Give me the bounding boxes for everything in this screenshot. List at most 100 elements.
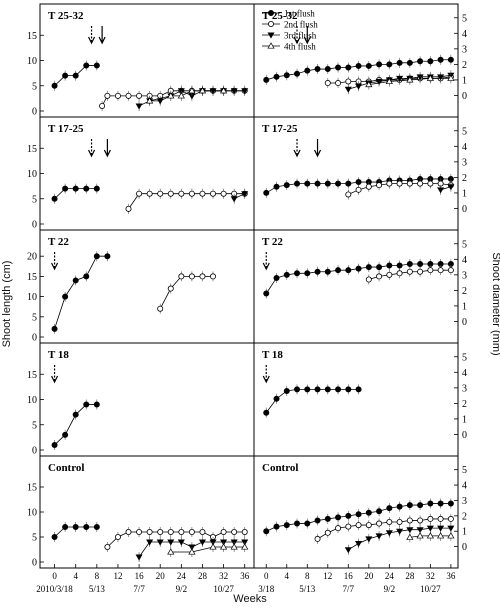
panel-label: T 22 xyxy=(262,236,283,248)
y-tick-label: 3 xyxy=(462,383,467,394)
x-tick-label: 12 xyxy=(323,571,332,581)
y-tick-label: 2 xyxy=(462,173,467,184)
marker-filled-circle xyxy=(365,509,372,516)
y-tick-label: 3 xyxy=(462,496,467,507)
marker-open-circle xyxy=(104,92,111,99)
flush-arrow-head xyxy=(98,36,106,45)
marker-filled-circle xyxy=(62,293,69,300)
marker-filled-circle xyxy=(396,503,403,510)
marker-open-circle xyxy=(267,20,274,27)
marker-filled-circle xyxy=(304,386,311,393)
y-tick-label: 0 xyxy=(32,333,37,344)
marker-filled-circle xyxy=(324,268,331,275)
series-line xyxy=(265,388,359,413)
marker-filled-triangle-down xyxy=(156,539,164,546)
marker-filled-circle xyxy=(51,441,58,448)
legend-label: 1st flush xyxy=(284,9,315,19)
marker-open-circle xyxy=(324,529,331,536)
marker-open-triangle-up xyxy=(437,532,445,539)
y-tick-label: 5 xyxy=(32,312,37,323)
date-label: 9/2 xyxy=(384,584,396,594)
y-tick-label: 15 xyxy=(27,144,37,155)
panel-label: T 25-32 xyxy=(48,10,84,22)
y-tick-label: 5 xyxy=(462,126,467,137)
legend-entry: 3rd flush xyxy=(262,31,317,41)
marker-filled-circle xyxy=(283,72,290,79)
marker-filled-triangle-down xyxy=(437,74,445,81)
marker-filled-circle xyxy=(417,502,424,509)
marker-filled-circle xyxy=(355,179,362,186)
marker-open-triangle-up xyxy=(230,543,238,550)
x-tick-label: 0 xyxy=(52,571,57,581)
panel-control-diameter: 0 1 2 3 4 5 Control xyxy=(262,462,467,555)
flush-arrow-head xyxy=(293,149,301,158)
figure-frame xyxy=(39,3,459,569)
marker-open-triangle-up xyxy=(416,532,424,539)
marker-filled-circle xyxy=(273,274,280,281)
marker-filled-triangle-down xyxy=(396,528,404,535)
marker-filled-triangle-down xyxy=(267,32,275,39)
panel-label: T 22 xyxy=(48,236,69,248)
x-tick-label: 4 xyxy=(73,571,78,581)
series-1st-flush xyxy=(51,399,100,450)
marker-open-circle xyxy=(157,305,164,312)
series-2nd-flush xyxy=(314,513,454,544)
marker-filled-circle xyxy=(273,395,280,402)
marker-open-circle xyxy=(376,520,383,527)
marker-open-circle xyxy=(167,190,174,197)
legend-entry: 2nd flush xyxy=(262,20,318,30)
y-tick-label: 0 xyxy=(462,430,467,441)
marker-filled-triangle-down xyxy=(416,74,424,81)
marker-filled-triangle-down xyxy=(365,536,373,543)
marker-filled-circle xyxy=(355,386,362,393)
marker-open-circle xyxy=(157,529,164,536)
marker-open-triangle-up xyxy=(219,543,228,550)
marker-filled-triangle-down xyxy=(135,554,143,561)
marker-filled-triangle-down xyxy=(375,533,383,540)
marker-open-circle xyxy=(199,190,206,197)
flush-arrow-head xyxy=(314,149,322,158)
panel-label: Control xyxy=(48,462,84,474)
panel-label: T 17-25 xyxy=(262,123,298,135)
y-tick-label: 1 xyxy=(462,414,467,425)
marker-filled-circle xyxy=(104,253,111,260)
flush-arrow-head xyxy=(88,149,96,158)
marker-filled-circle xyxy=(294,70,301,77)
marker-filled-circle xyxy=(386,505,393,512)
marker-filled-triangle-down xyxy=(437,525,445,532)
marker-filled-triangle-down xyxy=(385,530,393,537)
marker-filled-circle xyxy=(294,180,301,187)
marker-filled-circle xyxy=(51,325,58,332)
marker-filled-circle xyxy=(324,180,331,187)
marker-filled-circle xyxy=(294,270,301,277)
marker-open-circle xyxy=(188,529,195,536)
date-label: 5/13 xyxy=(299,584,316,594)
marker-filled-circle xyxy=(304,67,311,74)
marker-filled-circle xyxy=(263,528,270,535)
marker-filled-circle xyxy=(314,386,321,393)
marker-filled-circle xyxy=(294,520,301,527)
marker-filled-circle xyxy=(93,524,100,531)
marker-filled-circle xyxy=(93,401,100,408)
panel-t-22-diameter: 0 1 2 3 4 5 T 22 xyxy=(262,236,467,328)
y-tick-label: 15 xyxy=(27,370,37,381)
marker-filled-circle xyxy=(355,62,362,69)
flush-arrow-head xyxy=(51,262,59,271)
marker-filled-triangle-down xyxy=(198,539,206,546)
series-2nd-flush xyxy=(125,188,248,214)
date-label: 9/2 xyxy=(176,584,188,594)
marker-filled-circle xyxy=(335,180,342,187)
marker-open-triangle-up xyxy=(188,548,196,555)
x-tick-label: 8 xyxy=(305,571,310,581)
marker-filled-circle xyxy=(314,66,321,73)
y-tick-label: 3 xyxy=(462,44,467,55)
panel-t-17-25-diameter: 0 1 2 3 4 5 T 17-25 xyxy=(262,123,467,215)
y-tick-label: 10 xyxy=(27,56,37,67)
y-tick-label: 0 xyxy=(462,91,467,102)
marker-filled-circle xyxy=(304,520,311,527)
marker-filled-circle xyxy=(396,262,403,269)
marker-filled-circle xyxy=(345,64,352,71)
panel-label: Control xyxy=(262,462,298,474)
marker-open-triangle-up xyxy=(447,532,455,539)
